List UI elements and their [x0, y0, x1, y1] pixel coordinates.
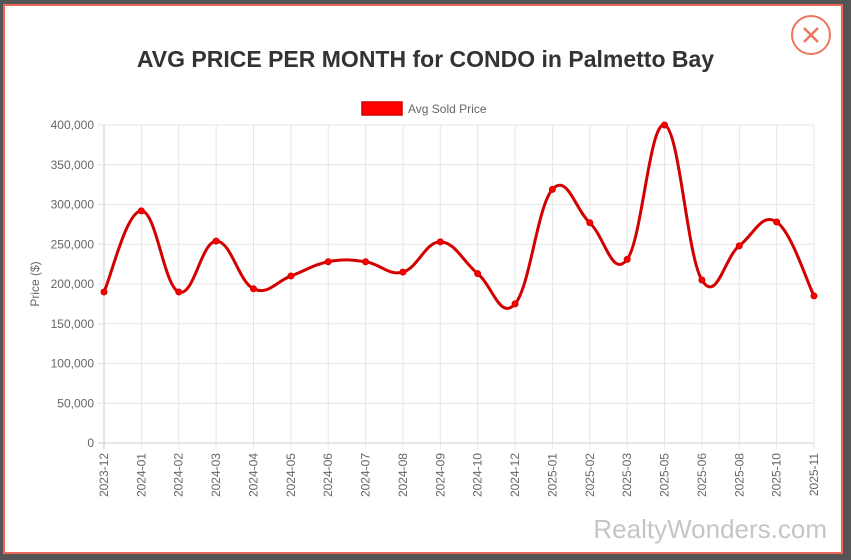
data-point [698, 276, 706, 284]
data-point [362, 258, 370, 266]
data-point [100, 288, 108, 296]
data-point [474, 270, 482, 278]
data-point [735, 242, 743, 250]
watermark: RealtyWonders.com [593, 514, 827, 544]
x-tick-label: 2025-06 [695, 453, 709, 497]
data-point [212, 237, 220, 245]
x-tick-label: 2024-02 [172, 453, 186, 497]
series-line [102, 123, 816, 310]
data-point [324, 258, 332, 266]
legend: Avg Sold Price [361, 101, 487, 116]
x-tick-label: 2024-08 [396, 453, 410, 497]
data-point [661, 121, 669, 129]
y-axis-label: Price ($) [28, 261, 42, 306]
y-tick-label: 400,000 [51, 118, 95, 132]
y-tick-label: 200,000 [51, 277, 95, 291]
x-tick-label: 2024-09 [433, 453, 447, 497]
x-tick-label: 2024-06 [321, 453, 335, 497]
x-tick-label: 2024-10 [471, 453, 485, 497]
chart-title: AVG PRICE PER MONTH for CONDO in Palmett… [136, 46, 715, 72]
x-tick-label: 2025-08 [732, 453, 746, 497]
y-tick-label: 250,000 [51, 237, 95, 251]
x-tick-label: 2024-05 [284, 453, 298, 497]
data-point [399, 268, 407, 276]
data-point [436, 238, 444, 246]
x-tick-label: 2023-12 [97, 453, 111, 497]
y-tick-label: 350,000 [51, 158, 95, 172]
data-point [137, 207, 145, 215]
x-tick-label: 2024-01 [134, 453, 148, 497]
y-tick-label: 300,000 [51, 198, 95, 212]
y-tick-label: 0 [87, 436, 94, 450]
data-point [810, 292, 818, 300]
x-tick-label: 2025-05 [658, 453, 672, 497]
x-tick-label: 2024-04 [246, 453, 260, 497]
x-tick-label: 2025-01 [545, 453, 559, 497]
x-tick-label: 2025-11 [807, 453, 821, 496]
x-tick-label: 2024-03 [209, 453, 223, 497]
legend-swatch [361, 101, 403, 116]
legend-label: Avg Sold Price [408, 102, 487, 116]
data-point [773, 218, 781, 226]
data-point [623, 255, 631, 263]
x-tick-label: 2025-10 [770, 453, 784, 497]
y-tick-label: 150,000 [51, 317, 95, 331]
data-point [287, 272, 295, 280]
x-tick-label: 2025-02 [583, 453, 597, 497]
x-tick-label: 2024-12 [508, 453, 522, 497]
data-point [548, 185, 556, 193]
data-point [586, 219, 594, 227]
close-button[interactable] [791, 15, 831, 55]
data-point [175, 288, 183, 296]
data-point [511, 300, 519, 308]
y-tick-label: 100,000 [51, 357, 95, 371]
y-tick-label: 50,000 [57, 396, 94, 410]
x-tick-label: 2025-03 [620, 453, 634, 497]
data-point [249, 285, 257, 293]
close-x-icon [803, 27, 819, 43]
x-tick-label: 2024-07 [359, 453, 373, 497]
